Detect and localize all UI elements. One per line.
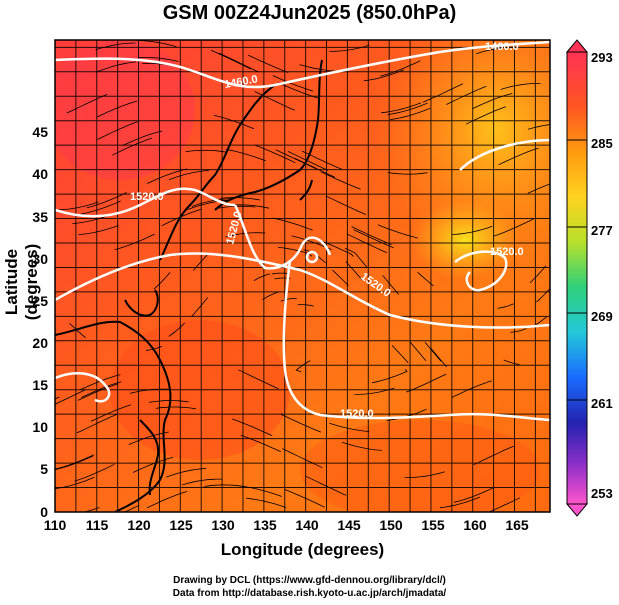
chart-title: GSM 00Z24Jun2025 (850.0hPa) <box>162 2 457 24</box>
contour-label: 1460.0 <box>485 41 519 53</box>
y-tick-label: 0 <box>40 504 48 520</box>
colorbar-bottom-arrow <box>565 503 589 517</box>
y-tick-label: 35 <box>32 209 48 225</box>
x-tick-label: 115 <box>86 517 109 533</box>
contour-label: 1460.0 <box>223 73 258 91</box>
x-tick-label: 155 <box>421 517 445 533</box>
colorbar-scale <box>566 51 588 505</box>
geopotential-contours <box>55 40 550 422</box>
credit-data: Data from http://database.rish.kyoto-u.a… <box>172 588 447 599</box>
credit-drawing: Drawing by DCL (https://www.gfd-dennou.o… <box>173 575 446 586</box>
y-tick-label: 45 <box>32 124 48 140</box>
y-tick-label: 20 <box>32 335 48 351</box>
y-tick-label: 10 <box>32 419 48 435</box>
contour-label: 1520.0 <box>490 246 524 258</box>
y-tick-label: 5 <box>40 461 48 477</box>
x-tick-label: 140 <box>295 517 319 533</box>
x-tick-label: 120 <box>127 517 151 533</box>
temperature-field <box>55 40 550 512</box>
x-tick-label: 160 <box>463 517 487 533</box>
coastlines <box>55 59 323 512</box>
x-axis-label: Longitude (degrees) <box>220 540 385 559</box>
x-tick-label: 125 <box>169 517 193 533</box>
wind-streamlines <box>55 40 550 512</box>
x-tick-label: 130 <box>211 517 235 533</box>
contour-label: 1520.0 <box>130 191 164 203</box>
y-axis-ticks: 0 5 10 15 20 25 30 35 40 45 <box>32 124 48 520</box>
colorbar-tick-label: 285 <box>591 136 613 151</box>
x-tick-label: 150 <box>379 517 403 533</box>
x-tick-label: 145 <box>337 517 361 533</box>
colorbar: 293 285 277 269 261 253 <box>565 39 613 517</box>
y-tick-label: 30 <box>32 251 48 267</box>
y-tick-label: 15 <box>32 377 48 393</box>
colorbar-tick-label: 253 <box>591 486 613 501</box>
colorbar-tick-label: 293 <box>591 50 613 65</box>
x-tick-label: 135 <box>253 517 277 533</box>
colorbar-top-arrow <box>565 39 589 53</box>
y-tick-label: 40 <box>32 166 48 182</box>
colorbar-tick-label: 261 <box>591 396 613 411</box>
contour-label: 1520.0 <box>340 408 374 420</box>
x-tick-label: 165 <box>505 517 529 533</box>
plot-frame <box>54 39 551 513</box>
colorbar-tick-label: 269 <box>591 309 613 324</box>
colorbar-tick-label: 277 <box>591 223 613 238</box>
y-tick-label: 25 <box>32 293 48 309</box>
x-axis-ticks: 110 115 120 125 130 135 140 145 150 155 … <box>44 517 529 533</box>
y-axis-label: Latitude (degrees) <box>2 243 41 321</box>
grid-lines <box>55 40 550 512</box>
x-tick-label: 110 <box>44 517 67 533</box>
